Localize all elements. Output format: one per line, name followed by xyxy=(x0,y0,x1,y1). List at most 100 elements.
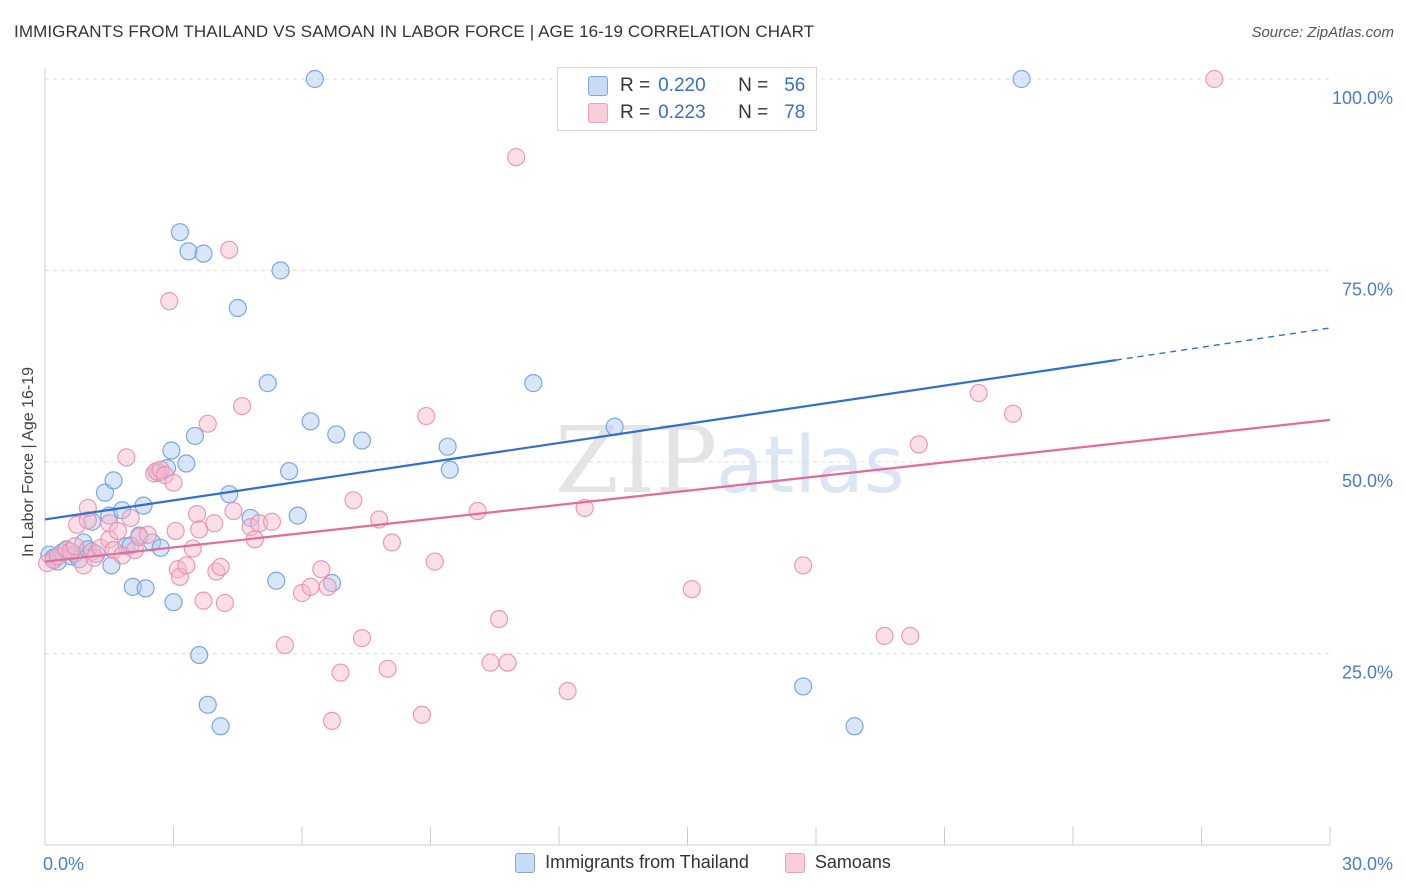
point-samoans xyxy=(211,557,230,577)
point-samoans xyxy=(969,383,988,403)
point-thailand xyxy=(104,471,123,490)
point-samoans xyxy=(489,609,509,629)
source-credit: Source: ZipAtlas.com xyxy=(1251,24,1394,41)
point-samoans xyxy=(177,556,196,575)
point-thailand xyxy=(271,261,290,280)
point-thailand xyxy=(198,695,217,714)
point-samoans xyxy=(166,521,185,541)
point-samoans xyxy=(558,681,577,701)
point-samoans xyxy=(205,514,224,533)
series-legend-samoans: Samoans xyxy=(784,852,891,873)
point-thailand xyxy=(288,506,307,525)
point-samoans xyxy=(318,577,337,596)
legend-n-label: N = xyxy=(738,102,769,123)
legend-r-value: 0.220 xyxy=(658,75,706,96)
point-samoans xyxy=(352,629,372,648)
point-samoans xyxy=(312,560,331,579)
y-axis-title: In Labor Force | Age 16-19 xyxy=(20,367,37,557)
series-legend: Immigrants from Thailand Samoans xyxy=(0,852,1406,873)
point-samoans xyxy=(331,663,350,682)
point-samoans xyxy=(224,501,243,521)
point-samoans xyxy=(412,705,432,724)
point-samoans xyxy=(322,711,342,731)
point-samoans xyxy=(682,580,701,599)
point-thailand xyxy=(228,298,247,318)
legend-swatch-samoans xyxy=(588,103,608,123)
x-tick-label-max: 30.0% xyxy=(1342,854,1393,874)
point-thailand xyxy=(170,223,190,242)
point-samoans xyxy=(121,508,140,528)
point-samoans xyxy=(507,148,526,167)
axis-labels: 25.0% 50.0% 75.0% 100.0% 0.0% 30.0% In Labor F… xyxy=(20,88,1393,874)
point-thailand xyxy=(794,677,813,696)
point-samoans xyxy=(301,577,320,596)
trend-line-samoans xyxy=(44,418,1331,563)
point-thailand xyxy=(280,462,299,481)
point-samoans xyxy=(794,556,813,575)
correlation-legend: R = 0.220 N = 56 R = 0.223 N = 78 xyxy=(557,67,817,131)
point-samoans xyxy=(1205,69,1224,89)
series-swatch-samoans xyxy=(784,852,805,873)
point-thailand xyxy=(220,485,239,504)
point-samoans xyxy=(164,473,183,492)
point-samoans xyxy=(425,552,444,571)
axes xyxy=(44,68,1331,846)
gridlines xyxy=(45,78,1330,654)
point-thailand xyxy=(190,645,209,665)
y-tick-label: 100.0% xyxy=(1332,88,1393,108)
chart-title: IMMIGRANTS FROM THAILAND VS SAMOAN IN LA… xyxy=(14,22,815,41)
x-tick-label-min: 0.0% xyxy=(43,854,84,874)
series-label-thailand: Immigrants from Thailand xyxy=(545,852,749,872)
point-thailand xyxy=(177,454,196,473)
point-thailand xyxy=(241,508,260,528)
legend-n-label: N = xyxy=(738,75,769,96)
point-thailand xyxy=(179,242,198,261)
legend-r-value: 0.223 xyxy=(658,102,706,123)
point-samoans xyxy=(382,533,402,552)
point-samoans xyxy=(183,539,202,558)
point-thailand xyxy=(136,579,155,598)
data-points xyxy=(38,69,1224,736)
point-thailand xyxy=(267,571,286,590)
legend-n-value: 78 xyxy=(784,102,806,123)
point-samoans xyxy=(170,567,190,587)
series-label-samoans: Samoans xyxy=(814,852,891,872)
legend-r-label: R = xyxy=(620,102,651,123)
point-samoans xyxy=(575,498,594,518)
point-samoans xyxy=(108,521,127,541)
point-samoans xyxy=(498,653,517,672)
point-samoans xyxy=(187,504,207,524)
point-thailand xyxy=(305,69,324,89)
point-thailand xyxy=(301,412,320,431)
point-thailand xyxy=(327,425,346,444)
point-samoans xyxy=(117,448,136,467)
point-samoans xyxy=(194,591,213,610)
trend-line-thailand xyxy=(44,359,1116,521)
point-thailand xyxy=(194,244,213,263)
point-thailand xyxy=(845,717,864,736)
point-thailand xyxy=(440,460,459,479)
point-samoans xyxy=(378,659,397,678)
point-samoans xyxy=(68,515,87,534)
point-samoans xyxy=(901,626,920,645)
point-thailand xyxy=(162,441,181,460)
legend-r-label: R = xyxy=(620,75,651,96)
point-samoans xyxy=(875,626,894,645)
point-thailand xyxy=(1012,69,1031,89)
y-tick-label: 50.0% xyxy=(1342,471,1393,491)
point-samoans xyxy=(1003,404,1023,423)
point-samoans xyxy=(65,537,85,556)
point-thailand xyxy=(211,717,230,736)
point-samoans xyxy=(909,435,928,454)
point-samoans xyxy=(160,292,179,311)
point-samoans xyxy=(275,635,294,655)
point-samoans xyxy=(220,240,239,259)
legend-swatch-thailand xyxy=(588,76,608,96)
point-thailand xyxy=(185,426,205,446)
point-samoans xyxy=(138,525,157,544)
legend-row-samoans: R = 0.223 N = 78 xyxy=(588,100,805,126)
point-samoans xyxy=(481,653,500,672)
point-samoans xyxy=(198,414,217,433)
point-thailand xyxy=(524,374,543,393)
